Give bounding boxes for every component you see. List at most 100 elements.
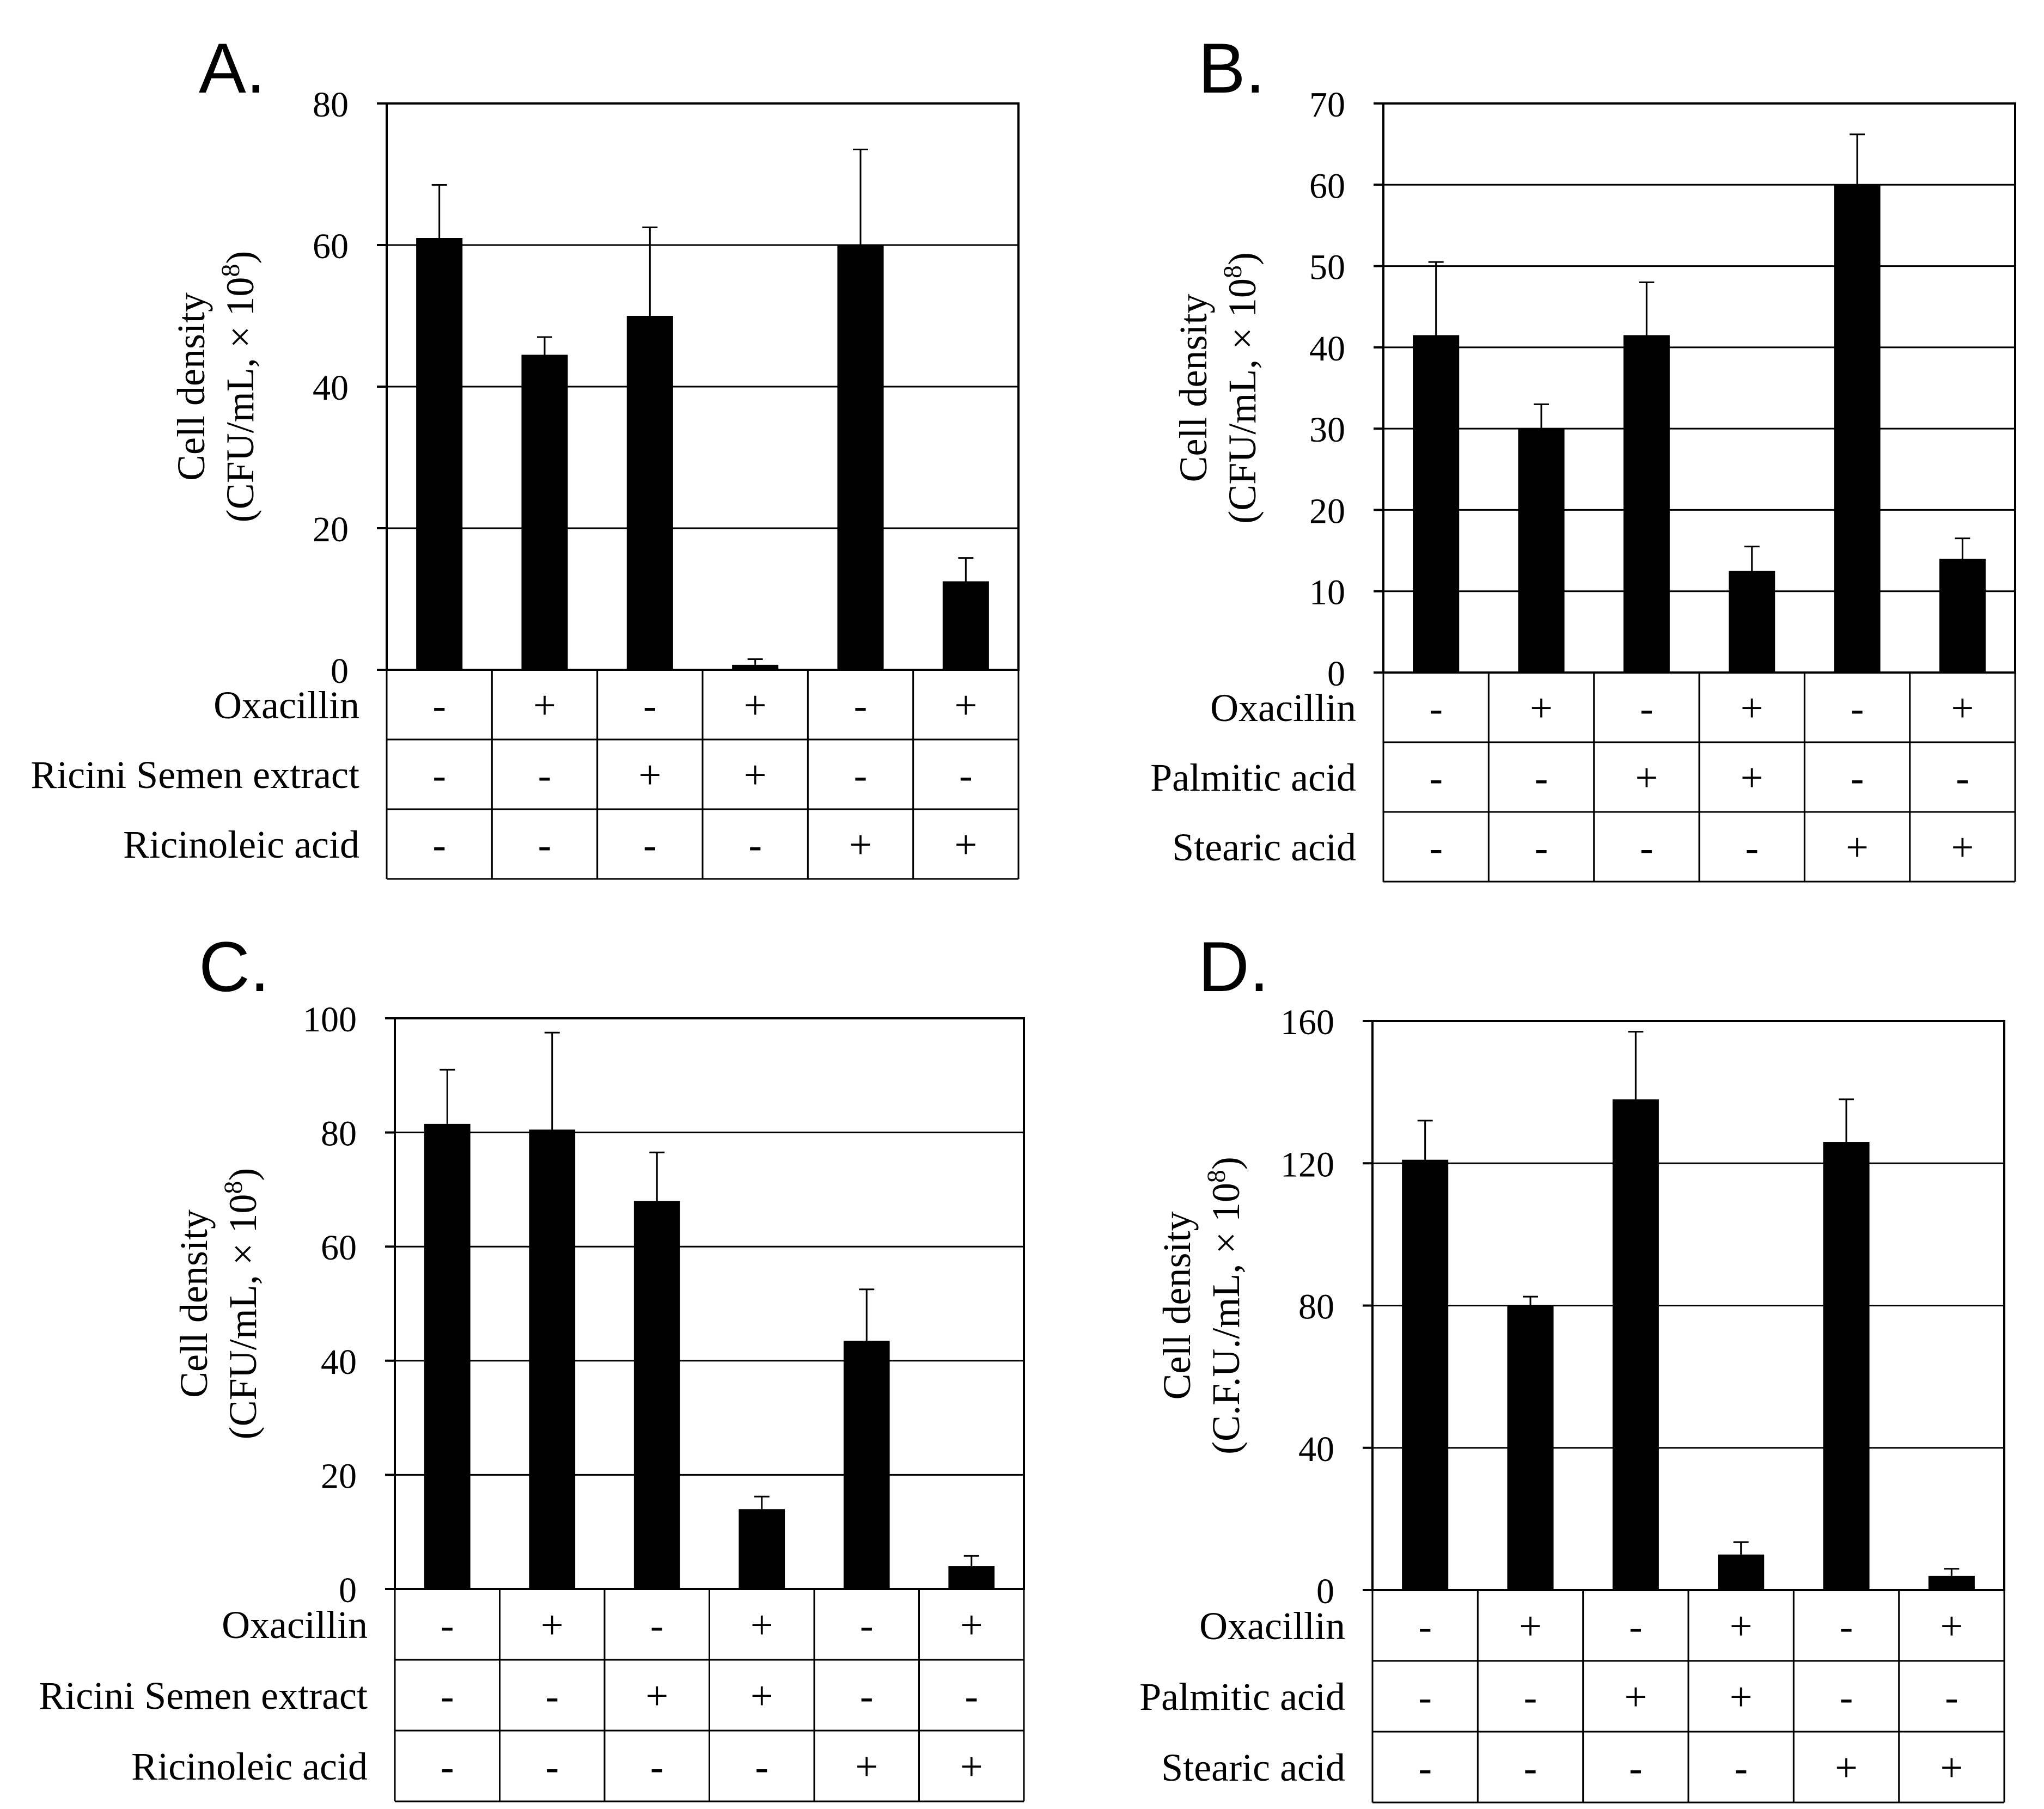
- y-axis-label-line2: (CFU/mL, × 10: [221, 1194, 265, 1440]
- table-cell: +: [960, 1603, 983, 1648]
- table-cell: +: [751, 1603, 773, 1648]
- panel-letter: C.: [199, 927, 270, 1006]
- table-cell: -: [1629, 1746, 1643, 1790]
- y-tick-label: 0: [339, 1570, 357, 1610]
- bar: [732, 664, 779, 670]
- bar: [1518, 429, 1565, 673]
- table-cell: -: [1956, 756, 1969, 800]
- y-tick-label: 60: [313, 227, 349, 266]
- table-cell: -: [1524, 1675, 1537, 1720]
- row-label: Oxacillin: [1210, 686, 1356, 730]
- table-cell: -: [545, 1745, 559, 1789]
- panel-letter: B.: [1198, 28, 1265, 108]
- table-cell: -: [441, 1674, 454, 1719]
- table-cell: -: [538, 753, 552, 798]
- row-label: Oxacillin: [1199, 1604, 1345, 1648]
- y-axis-label-close: ): [221, 1168, 265, 1181]
- table-cell: -: [1535, 826, 1548, 870]
- table-cell: -: [1640, 686, 1653, 731]
- y-axis-label: Cell density (CFU/mL, × 108): [172, 1168, 265, 1440]
- y-tick-label: 120: [1280, 1145, 1334, 1184]
- row-label: Oxacillin: [222, 1603, 368, 1647]
- y-tick-label: 20: [1309, 491, 1345, 531]
- row-label: Palmitic acid: [1150, 756, 1356, 799]
- bar: [1928, 1575, 1975, 1590]
- panel-b: 0 10 20 30 40 50 60 70 Oxacillin - + - + - + Palmitic a…: [1150, 28, 2016, 883]
- y-axis-label-line1: Cell density: [172, 1209, 216, 1398]
- panel-letter: D.: [1198, 927, 1269, 1006]
- table-cell: -: [755, 1745, 768, 1789]
- bar: [1413, 335, 1460, 673]
- table-cell: +: [744, 753, 767, 798]
- plot-frame: [394, 1017, 1025, 1590]
- y-axis-label-exponent: 8: [216, 264, 245, 277]
- bar: [837, 245, 884, 670]
- table-cell: -: [1524, 1746, 1537, 1790]
- table-cell: -: [1840, 1675, 1853, 1720]
- table-cell: -: [1945, 1675, 1958, 1720]
- table-cell: -: [643, 823, 657, 867]
- bar: [1939, 559, 1986, 673]
- table-cell: -: [1851, 756, 1864, 800]
- y-tick-label: 10: [1309, 573, 1345, 613]
- table-cell: -: [650, 1745, 664, 1789]
- row-label: Ricini Semen extract: [39, 1674, 368, 1718]
- row-label: Stearic acid: [1172, 826, 1356, 869]
- table-cell: -: [854, 683, 868, 728]
- bar: [626, 316, 673, 670]
- table-cell: +: [954, 823, 977, 867]
- table-cell: +: [1951, 686, 1974, 731]
- bar: [1729, 571, 1775, 673]
- y-tick-label: 80: [321, 1114, 357, 1154]
- y-axis-label-line1: Cell density: [1172, 294, 1215, 482]
- table-cell: +: [1730, 1604, 1753, 1649]
- table-cell: +: [954, 683, 977, 728]
- table-cell: -: [1429, 686, 1443, 731]
- table-cell: +: [1624, 1675, 1647, 1720]
- table-cell: -: [959, 753, 973, 798]
- table-cell: +: [1741, 756, 1764, 800]
- bar: [739, 1509, 785, 1589]
- row-label: Palmitic acid: [1139, 1675, 1345, 1719]
- table-cell: -: [643, 683, 657, 728]
- y-tick-label: 60: [1309, 166, 1345, 206]
- row-label: Ricini Semen extract: [30, 753, 359, 797]
- bar: [1402, 1159, 1449, 1590]
- panel-letter: A.: [199, 28, 266, 108]
- table-cell: -: [965, 1674, 978, 1719]
- y-axis-label-exponent: 8: [1202, 1170, 1231, 1183]
- y-tick-label: 40: [1309, 329, 1345, 369]
- table-cell: +: [1940, 1604, 1963, 1649]
- bar: [633, 1201, 680, 1589]
- bar: [1718, 1554, 1765, 1590]
- table-cell: +: [533, 683, 556, 728]
- table-cell: -: [1429, 826, 1443, 870]
- bar: [416, 238, 463, 670]
- table-cell: -: [441, 1603, 454, 1648]
- table-cell: +: [1730, 1675, 1753, 1720]
- table-cell: +: [960, 1745, 983, 1789]
- table-cell: +: [1835, 1746, 1858, 1790]
- y-tick-label: 40: [313, 368, 349, 408]
- y-tick-label: 70: [1309, 85, 1345, 125]
- y-axis-label-exponent: 8: [219, 1181, 248, 1194]
- y-tick-label: 30: [1309, 410, 1345, 450]
- bar: [521, 355, 568, 670]
- table-cell: +: [1940, 1746, 1963, 1790]
- bar: [1507, 1305, 1554, 1590]
- y-tick-label: 40: [1298, 1429, 1334, 1469]
- table-cell: -: [545, 1674, 559, 1719]
- table-cell: +: [645, 1674, 668, 1719]
- bar: [1612, 1099, 1659, 1590]
- table-cell: -: [1418, 1675, 1432, 1720]
- y-axis-label-close: ): [218, 251, 262, 264]
- y-axis-label-exponent: 8: [1218, 265, 1247, 278]
- table-cell: -: [748, 823, 762, 867]
- panel-c: 0 20 40 60 80 100 Oxacillin - + - + - + Ricini Semen …: [39, 927, 1025, 1802]
- y-tick-label: 20: [321, 1456, 357, 1496]
- bar: [1823, 1142, 1870, 1590]
- y-tick-label: 100: [303, 1000, 357, 1040]
- y-tick-label: 40: [321, 1342, 357, 1382]
- table-cell: +: [751, 1674, 773, 1719]
